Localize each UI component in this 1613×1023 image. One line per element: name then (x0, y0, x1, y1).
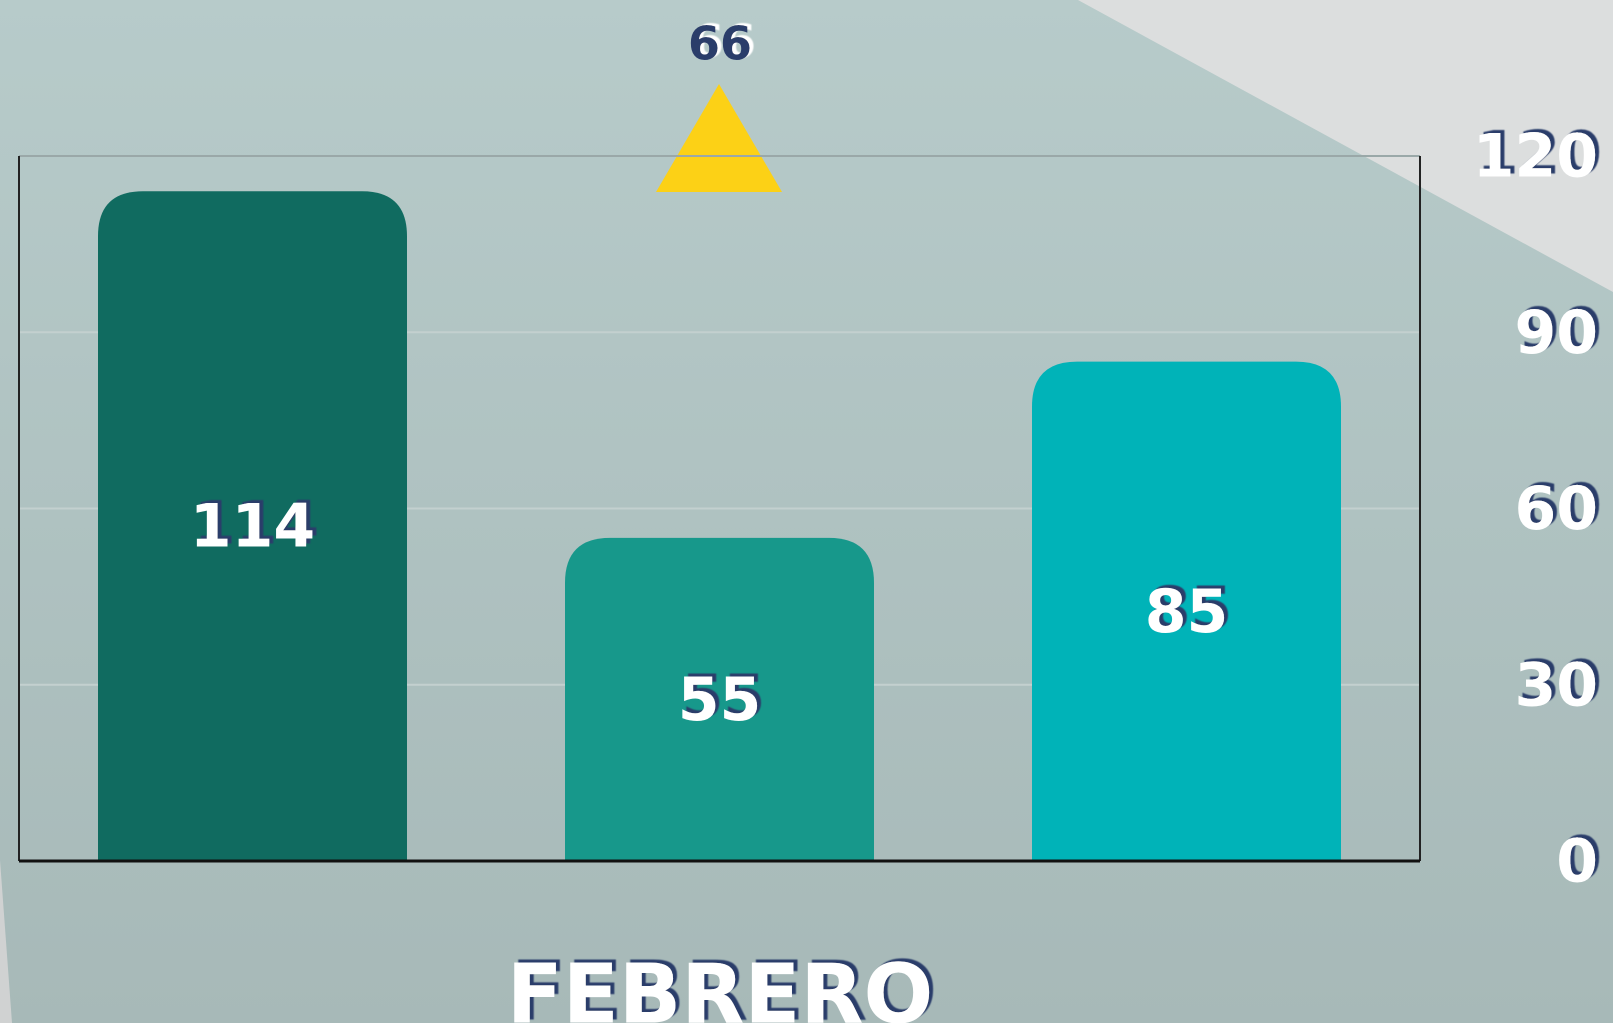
corner-shape (1078, 0, 1613, 292)
y-tick-label: 0 (1556, 827, 1598, 897)
y-tick-label: 120 (1473, 122, 1598, 192)
marker-label: 66 (688, 17, 752, 71)
y-tick-label: 90 (1515, 298, 1599, 368)
marker-triangle (656, 84, 782, 192)
bar (565, 537, 874, 861)
data-label: 55 (678, 665, 762, 735)
y-tick-label: 60 (1515, 474, 1599, 544)
corner-shape (0, 860, 12, 1023)
data-label: 85 (1145, 577, 1229, 647)
x-axis-label: FEBRERO (507, 947, 934, 1023)
bar (98, 191, 407, 861)
y-tick-label: 30 (1515, 650, 1599, 720)
data-label: 114 (190, 492, 315, 562)
bar (1032, 361, 1341, 861)
